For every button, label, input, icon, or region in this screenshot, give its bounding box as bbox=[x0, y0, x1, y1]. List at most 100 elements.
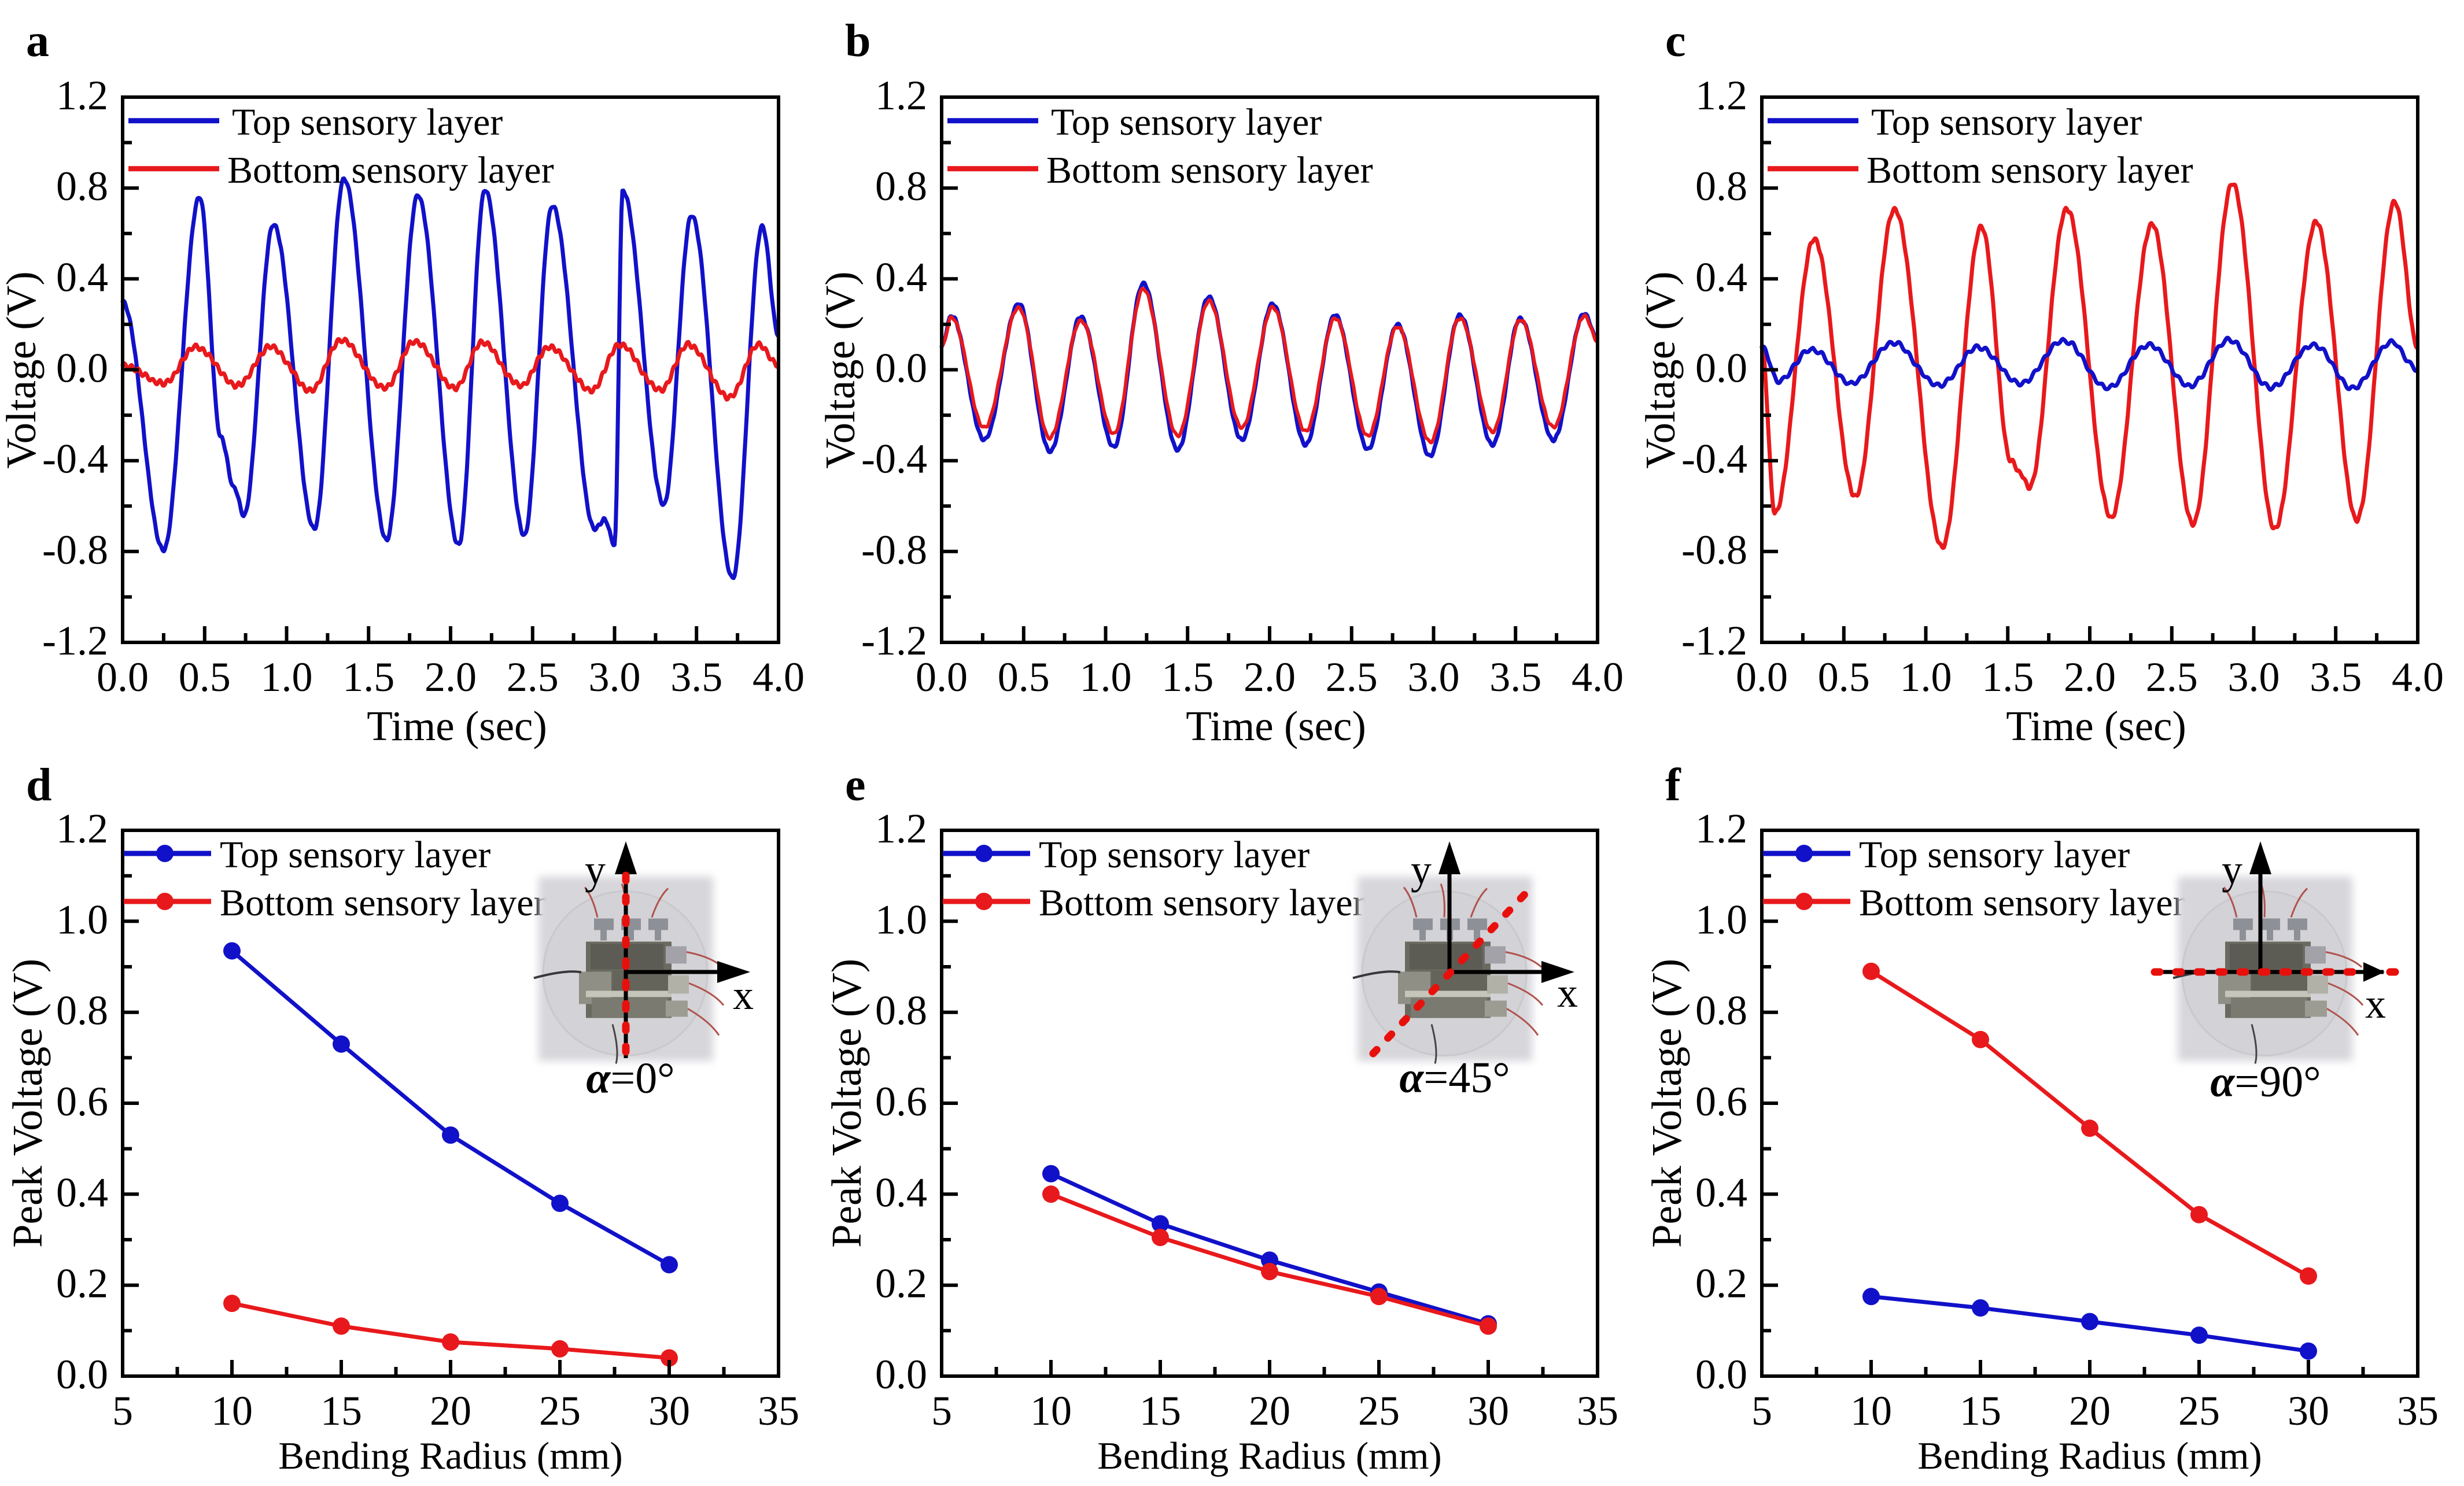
svg-text:Top sensory layer: Top sensory layer bbox=[220, 834, 490, 876]
svg-text:15: 15 bbox=[1139, 1388, 1181, 1434]
svg-text:0.0: 0.0 bbox=[875, 1351, 927, 1398]
svg-text:0.2: 0.2 bbox=[1695, 1260, 1747, 1307]
svg-text:1.5: 1.5 bbox=[342, 654, 394, 700]
svg-text:25: 25 bbox=[539, 1388, 581, 1434]
svg-text:Bottom sensory layer: Bottom sensory layer bbox=[220, 882, 547, 924]
svg-text:0.0: 0.0 bbox=[916, 654, 968, 700]
svg-text:2.5: 2.5 bbox=[2146, 654, 2198, 700]
svg-text:α=0°: α=0° bbox=[586, 1054, 674, 1103]
svg-text:Bending Radius (mm): Bending Radius (mm) bbox=[1917, 1435, 2262, 1477]
svg-text:Peak Voltage (V): Peak Voltage (V) bbox=[4, 959, 51, 1248]
svg-text:2.0: 2.0 bbox=[1244, 654, 1296, 700]
svg-text:0.6: 0.6 bbox=[875, 1078, 927, 1125]
svg-text:5: 5 bbox=[931, 1388, 952, 1434]
svg-text:3.0: 3.0 bbox=[1408, 654, 1460, 700]
svg-text:b: b bbox=[845, 16, 871, 66]
svg-text:0.4: 0.4 bbox=[875, 254, 927, 300]
svg-text:15: 15 bbox=[1960, 1388, 2001, 1434]
svg-text:3.5: 3.5 bbox=[2310, 654, 2362, 700]
svg-text:Time (sec): Time (sec) bbox=[2006, 703, 2186, 749]
svg-text:x: x bbox=[733, 972, 754, 1018]
svg-text:30: 30 bbox=[648, 1388, 690, 1434]
svg-text:1.2: 1.2 bbox=[875, 72, 927, 119]
svg-text:Bottom sensory layer: Bottom sensory layer bbox=[1046, 149, 1373, 191]
svg-text:10: 10 bbox=[1850, 1388, 1892, 1434]
svg-text:Peak Voltage (V): Peak Voltage (V) bbox=[1643, 959, 1690, 1248]
svg-text:0.0: 0.0 bbox=[1736, 654, 1788, 700]
svg-text:Peak Voltage (V): Peak Voltage (V) bbox=[823, 959, 870, 1248]
svg-text:y: y bbox=[1411, 846, 1432, 893]
svg-text:1.0: 1.0 bbox=[1080, 654, 1132, 700]
svg-text:20: 20 bbox=[2069, 1388, 2111, 1434]
svg-text:Time (sec): Time (sec) bbox=[1186, 703, 1366, 749]
svg-text:3.0: 3.0 bbox=[2228, 654, 2280, 700]
svg-text:0.8: 0.8 bbox=[56, 988, 108, 1034]
svg-text:-1.2: -1.2 bbox=[1681, 618, 1747, 664]
svg-text:4.0: 4.0 bbox=[1572, 654, 1624, 700]
svg-text:0.4: 0.4 bbox=[1695, 254, 1747, 300]
svg-text:-1.2: -1.2 bbox=[861, 618, 927, 664]
svg-text:35: 35 bbox=[2397, 1388, 2439, 1434]
svg-text:5: 5 bbox=[1751, 1388, 1772, 1434]
svg-text:20: 20 bbox=[430, 1388, 471, 1434]
svg-text:0.5: 0.5 bbox=[1818, 654, 1870, 700]
svg-text:y: y bbox=[585, 846, 606, 893]
svg-text:Voltage (V): Voltage (V) bbox=[1637, 271, 1684, 468]
svg-text:0.6: 0.6 bbox=[1695, 1078, 1747, 1125]
svg-text:1.2: 1.2 bbox=[1695, 805, 1747, 852]
svg-text:-1.2: -1.2 bbox=[42, 618, 108, 664]
svg-text:Time (sec): Time (sec) bbox=[367, 703, 547, 749]
svg-text:35: 35 bbox=[1577, 1388, 1618, 1434]
svg-text:0.4: 0.4 bbox=[56, 254, 108, 300]
svg-text:0.4: 0.4 bbox=[875, 1169, 927, 1215]
svg-text:0.8: 0.8 bbox=[875, 163, 927, 209]
svg-text:Top sensory layer: Top sensory layer bbox=[1039, 834, 1310, 876]
svg-text:0.8: 0.8 bbox=[875, 988, 927, 1034]
svg-text:0.0: 0.0 bbox=[875, 345, 927, 391]
svg-text:0.0: 0.0 bbox=[97, 654, 149, 700]
svg-text:0.8: 0.8 bbox=[56, 163, 108, 209]
svg-text:-0.4: -0.4 bbox=[1681, 436, 1747, 482]
svg-text:-0.8: -0.8 bbox=[1681, 527, 1747, 573]
svg-text:-0.8: -0.8 bbox=[861, 527, 927, 573]
svg-text:1.2: 1.2 bbox=[56, 805, 108, 852]
svg-text:3.0: 3.0 bbox=[589, 654, 641, 700]
svg-text:Bottom sensory layer: Bottom sensory layer bbox=[1859, 882, 2186, 924]
svg-text:Top sensory layer: Top sensory layer bbox=[232, 101, 503, 143]
svg-text:Voltage (V): Voltage (V) bbox=[817, 271, 864, 468]
svg-text:Bending Radius (mm): Bending Radius (mm) bbox=[278, 1435, 623, 1477]
svg-text:0.2: 0.2 bbox=[56, 1260, 108, 1307]
svg-text:0.4: 0.4 bbox=[56, 1169, 108, 1215]
svg-text:1.2: 1.2 bbox=[875, 805, 927, 852]
svg-text:1.2: 1.2 bbox=[1695, 72, 1747, 119]
svg-text:3.5: 3.5 bbox=[670, 654, 722, 700]
svg-text:a: a bbox=[26, 16, 49, 66]
svg-text:α=45°: α=45° bbox=[1399, 1053, 1510, 1102]
svg-text:25: 25 bbox=[1358, 1388, 1400, 1434]
svg-text:Bottom sensory layer: Bottom sensory layer bbox=[1867, 149, 2193, 191]
svg-text:x: x bbox=[2365, 981, 2386, 1027]
svg-text:20: 20 bbox=[1249, 1388, 1290, 1434]
svg-text:4.0: 4.0 bbox=[2392, 654, 2444, 700]
svg-text:0.0: 0.0 bbox=[56, 345, 108, 391]
svg-text:x: x bbox=[1557, 970, 1578, 1016]
svg-text:α=90°: α=90° bbox=[2210, 1058, 2321, 1106]
svg-text:15: 15 bbox=[320, 1388, 362, 1434]
svg-text:1.0: 1.0 bbox=[1900, 654, 1952, 700]
svg-text:Bottom sensory layer: Bottom sensory layer bbox=[227, 149, 554, 191]
svg-text:0.4: 0.4 bbox=[1695, 1169, 1747, 1215]
svg-text:0.2: 0.2 bbox=[875, 1260, 927, 1307]
svg-text:5: 5 bbox=[112, 1388, 133, 1434]
svg-text:1.5: 1.5 bbox=[1161, 654, 1213, 700]
svg-text:0.5: 0.5 bbox=[998, 654, 1050, 700]
svg-text:4.0: 4.0 bbox=[753, 654, 805, 700]
svg-text:1.0: 1.0 bbox=[1695, 896, 1747, 942]
svg-text:2.5: 2.5 bbox=[1326, 654, 1378, 700]
svg-text:Voltage (V): Voltage (V) bbox=[0, 271, 45, 468]
svg-text:c: c bbox=[1665, 16, 1686, 66]
svg-text:35: 35 bbox=[758, 1388, 799, 1434]
svg-text:25: 25 bbox=[2178, 1388, 2220, 1434]
svg-text:Top sensory layer: Top sensory layer bbox=[1871, 101, 2142, 143]
svg-text:f: f bbox=[1665, 760, 1681, 811]
svg-text:2.5: 2.5 bbox=[507, 654, 559, 700]
